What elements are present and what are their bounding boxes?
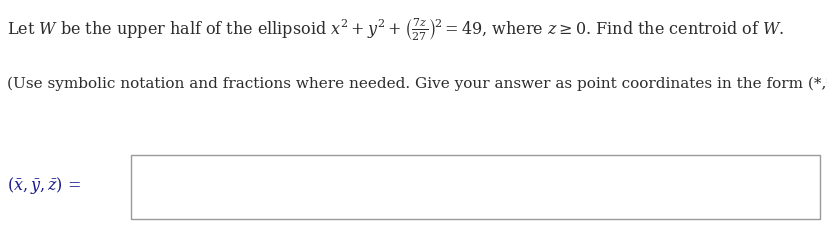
FancyBboxPatch shape — [131, 155, 820, 219]
Text: Let $W$ be the upper half of the ellipsoid $x^2 + y^2 + \left(\frac{7z}{27}\righ: Let $W$ be the upper half of the ellipso… — [7, 17, 784, 43]
Text: $(\bar{x}, \bar{y}, \bar{z})$ =: $(\bar{x}, \bar{y}, \bar{z})$ = — [7, 175, 81, 196]
Text: (Use symbolic notation and fractions where needed. Give your answer as point coo: (Use symbolic notation and fractions whe… — [7, 76, 827, 90]
